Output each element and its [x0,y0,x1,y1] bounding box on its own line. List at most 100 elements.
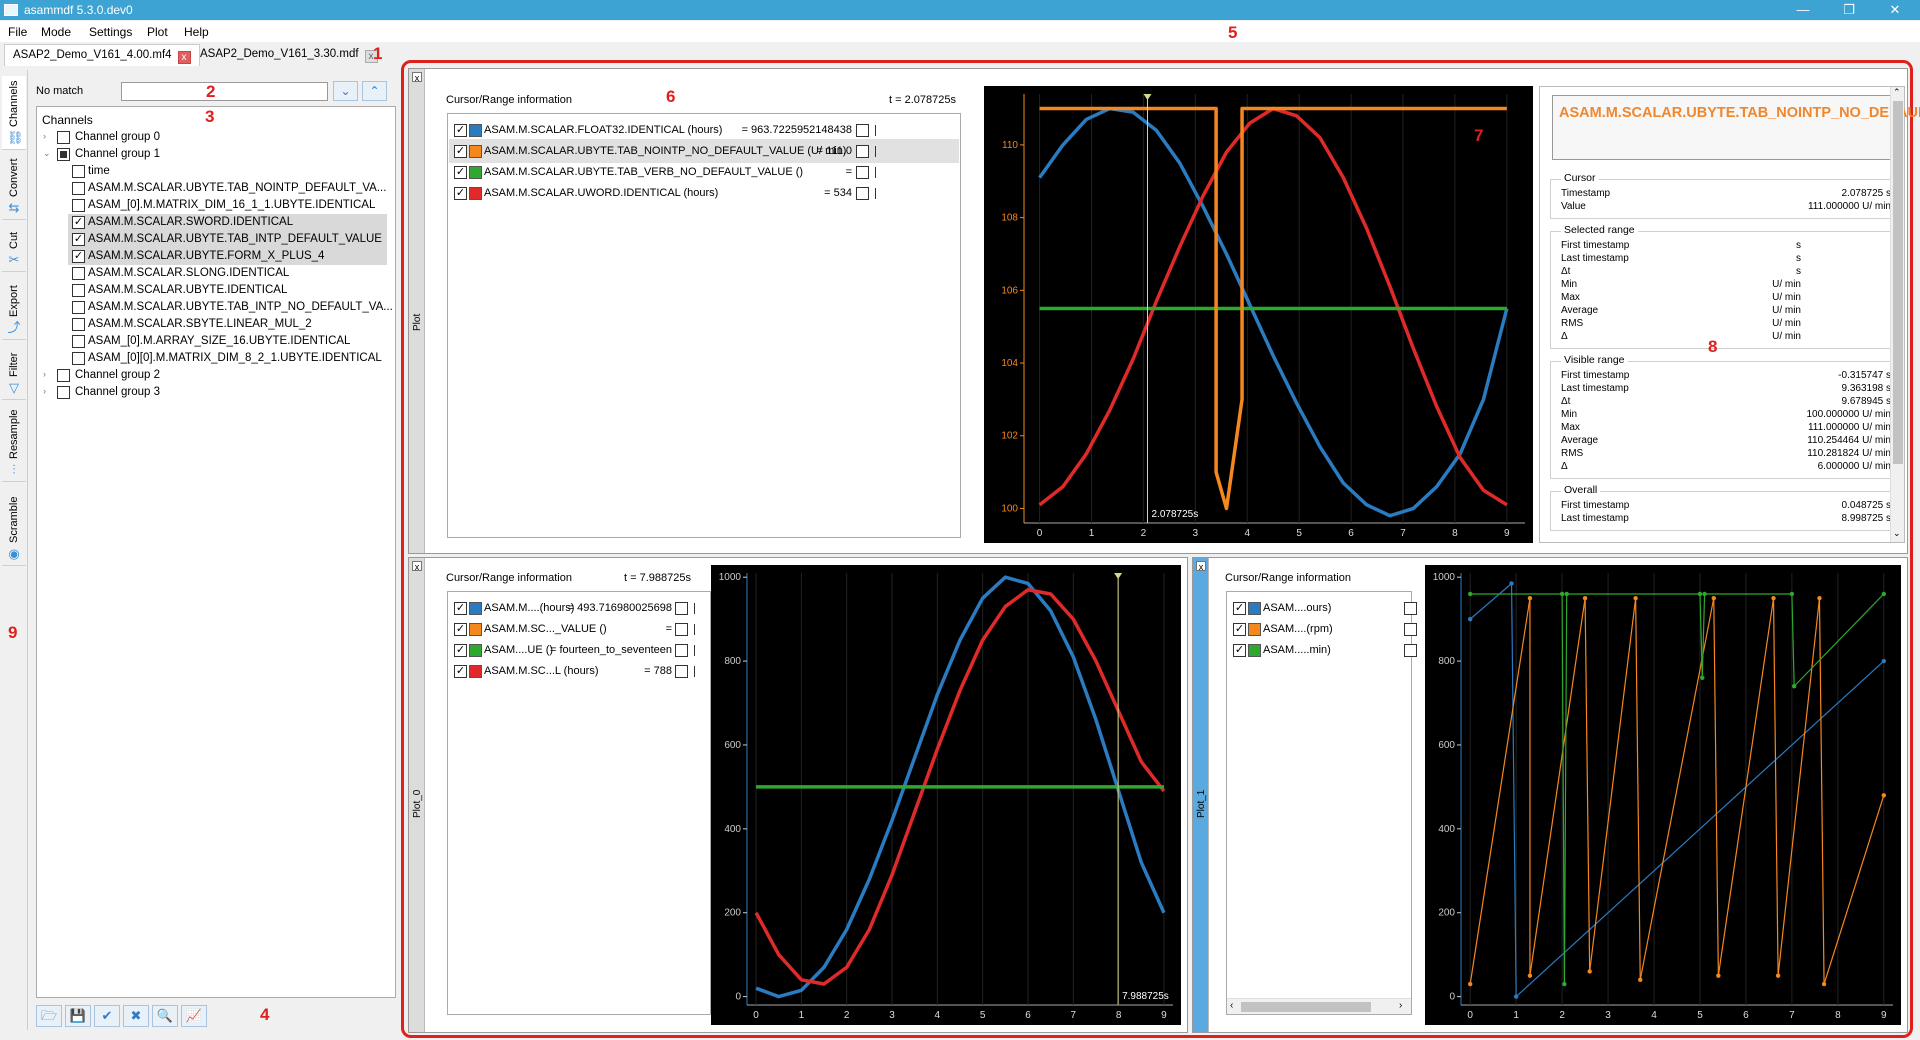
signal-enable-checkbox[interactable]: ✓ [454,187,467,200]
close-tab-icon[interactable]: x [364,50,378,63]
tree-checkbox[interactable] [57,386,70,399]
tree-row-channel[interactable]: ASAM.M.SCALAR.SLONG.IDENTICAL [68,265,387,282]
signal-row[interactable]: ✓ ASAM.M....(hours) = 493.716980025698 [449,596,709,620]
channel-tree[interactable]: Channels 3 › Channel group 0 ⌄ Channel grou… [36,106,396,998]
signal-color-swatch[interactable] [1248,602,1261,615]
tree-checkbox[interactable] [72,352,85,365]
signal-individual-axis-checkbox[interactable] [675,602,688,615]
tree-row-channel[interactable]: ✓ ASAM.M.SCALAR.SWORD.IDENTICAL [68,214,387,231]
signal-individual-axis-checkbox[interactable] [675,644,688,657]
scroll-left-icon[interactable]: ‹ [1230,1000,1234,1011]
scroll-down-icon[interactable]: ⌄ [1893,528,1901,538]
plot-canvas-top[interactable]: 0 1 2 3 4 5 6 7 8 9 100 102 104 106 108 110 2.078725s 7 [984,86,1533,543]
channel-search-input[interactable] [121,82,328,101]
tree-checkbox[interactable] [72,301,85,314]
tree-checkbox[interactable] [72,335,85,348]
tree-row-channel[interactable]: ASAM_[0].M.MATRIX_DIM_16_1_1.UBYTE.IDENT… [68,197,387,214]
signal-row[interactable]: ✓ ASAM.M.SCALAR.FLOAT32.IDENTICAL (hours)… [449,118,959,142]
tree-row-channel[interactable]: ASAM.M.SCALAR.SBYTE.LINEAR_MUL_2 [68,316,387,333]
menu-settings[interactable]: Settings [89,25,133,39]
stats-scrollbar[interactable]: ⌃ ⌄ [1890,87,1904,542]
clear-selection-button[interactable]: ✖ [123,1005,149,1027]
select-all-button[interactable]: ✔ [94,1005,120,1027]
signal-color-swatch[interactable] [469,602,482,615]
tree-row-group[interactable]: › Channel group 0 [41,129,387,146]
tree-checkbox[interactable] [72,284,85,297]
tree-row-channel[interactable]: ASAM.M.SCALAR.UBYTE.TAB_INTP_NO_DEFAULT_… [68,299,393,316]
close-window-icon[interactable]: x [1196,561,1206,572]
tree-checkbox[interactable] [72,199,85,212]
signal-row[interactable]: ✓ ASAM.....min) [1228,638,1417,662]
plot-canvas-1[interactable]: 0 1 2 3 4 5 6 7 8 9 0 200 400 600 800 1000 [1425,565,1901,1025]
expand-arrow-icon[interactable]: › [43,369,46,379]
scrollbar-thumb[interactable] [1893,101,1903,464]
close-window-icon[interactable]: x [412,72,422,83]
save-config-button[interactable]: 💾 [65,1005,91,1027]
plot-window-top[interactable]: x Plot Cursor/Range information t = 2.07… [408,68,1920,554]
menu-mode[interactable]: Mode [41,25,72,39]
signal-row[interactable]: ✓ ASAM.M.SC..._VALUE () = [449,617,709,641]
menu-plot[interactable]: Plot [147,25,168,39]
tree-row-channel[interactable]: ASAM.M.SCALAR.UBYTE.TAB_NOINTP_DEFAULT_V… [68,180,387,197]
file-tab-mdf[interactable]: ASAP2_Demo_V161_3.30.mdf x [192,44,386,66]
tree-checkbox[interactable]: ✓ [72,216,85,229]
signal-color-swatch[interactable] [469,166,482,179]
tree-row-group[interactable]: › Channel group 2 [41,367,387,384]
signal-individual-axis-checkbox[interactable] [675,623,688,636]
signal-enable-checkbox[interactable]: ✓ [454,602,467,615]
signal-row[interactable]: ✓ ASAM....ours) [1228,596,1417,620]
cursor-handle[interactable] [1143,94,1152,100]
tree-row-channel[interactable]: ✓ ASAM.M.SCALAR.UBYTE.FORM_X_PLUS_4 [68,248,387,265]
side-tab-cut[interactable]: Cut ✂ [2,222,26,272]
search-up-button[interactable]: ⌃ [362,81,387,101]
signal-row[interactable]: ✓ ASAM....(rpm) [1228,617,1417,641]
close-window-icon[interactable]: x [412,561,422,572]
side-tab-resample[interactable]: Resample ⫶ [2,402,26,482]
menu-file[interactable]: File [8,25,28,39]
signal-individual-axis-checkbox[interactable] [1404,602,1417,615]
signal-color-swatch[interactable] [469,623,482,636]
signal-color-swatch[interactable] [469,665,482,678]
side-tab-convert[interactable]: Convert ⇆ [2,152,26,220]
search-down-button[interactable]: ⌄ [333,81,358,101]
signal-individual-axis-checkbox[interactable] [856,166,869,179]
signal-color-swatch[interactable] [1248,623,1261,636]
cursor-handle[interactable] [1114,573,1123,579]
tree-row-channel[interactable]: ✓ ASAM.M.SCALAR.UBYTE.TAB_INTP_DEFAULT_VA… [68,231,387,248]
signal-enable-checkbox[interactable]: ✓ [454,166,467,179]
tree-checkbox[interactable] [57,148,70,161]
file-tab-mf4[interactable]: ASAP2_Demo_V161_4.00.mf4 x [4,44,200,66]
side-tab-scramble[interactable]: Scramble ◉ [2,484,26,566]
signal-color-swatch[interactable] [469,145,482,158]
tree-row-channel[interactable]: ASAM_[0].M.ARRAY_SIZE_16.UBYTE.IDENTICAL [68,333,387,350]
tree-checkbox[interactable]: ✓ [72,233,85,246]
tree-row-channel[interactable]: ASAM.M.SCALAR.UBYTE.IDENTICAL [68,282,387,299]
signal-individual-axis-checkbox[interactable] [856,145,869,158]
signal-enable-checkbox[interactable]: ✓ [454,665,467,678]
collapse-arrow-icon[interactable]: ⌄ [43,148,51,158]
signal-enable-checkbox[interactable]: ✓ [454,124,467,137]
minimize-button[interactable]: — [1796,2,1810,17]
signal-enable-checkbox[interactable]: ✓ [454,145,467,158]
side-tab-filter[interactable]: Filter ▽ [2,342,26,400]
signal-individual-axis-checkbox[interactable] [1404,644,1417,657]
load-config-button[interactable]: 🗁 [36,1005,62,1027]
close-tab-icon[interactable]: x [177,51,191,64]
side-tab-export[interactable]: Export ⤴ [2,274,26,340]
signal-individual-axis-checkbox[interactable] [856,187,869,200]
tree-checkbox[interactable] [57,131,70,144]
scrollbar-thumb[interactable] [1241,1002,1371,1012]
signal-row[interactable]: ✓ ASAM.M.SCALAR.UBYTE.TAB_NOINTP_NO_DEFAU… [449,139,959,163]
scroll-up-icon[interactable]: ⌃ [1893,87,1901,97]
tree-row-channel[interactable]: ASAM_[0][0].M.MATRIX_DIM_8_2_1.UBYTE.IDE… [68,350,387,367]
signal-list[interactable]: ✓ ASAM.M....(hours) = 493.716980025698 ✓ ASA… [447,591,711,1015]
signal-enable-checkbox[interactable]: ✓ [1233,602,1246,615]
signal-color-swatch[interactable] [469,187,482,200]
plot-window-1[interactable]: x Plot_1 Cursor/Range information ‹ › ✓ A… [1192,557,1908,1033]
signal-row[interactable]: ✓ ASAM.M.SC...L (hours) = 788 [449,659,709,683]
tree-checkbox[interactable] [57,369,70,382]
tree-checkbox[interactable] [72,165,85,178]
signal-list[interactable]: ✓ ASAM.M.SCALAR.FLOAT32.IDENTICAL (hours)… [447,113,961,538]
signal-color-swatch[interactable] [469,124,482,137]
tree-checkbox[interactable] [72,318,85,331]
